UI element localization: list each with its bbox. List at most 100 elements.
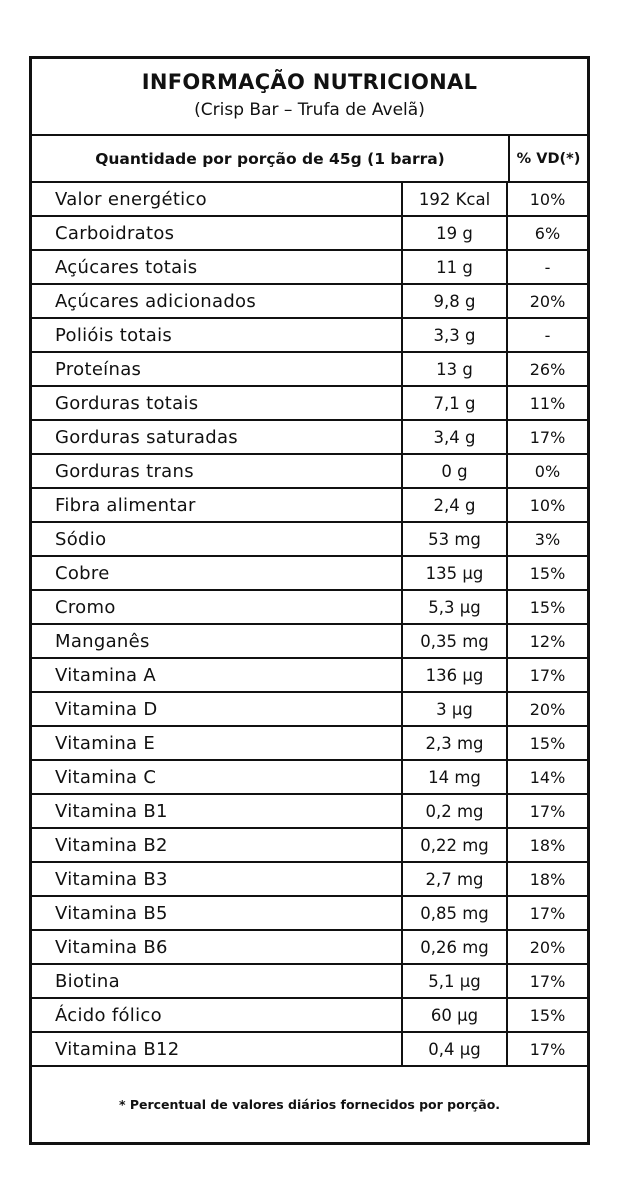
nutrient-daily-value: 3% [534, 529, 561, 549]
nutrient-quantity: 5,1 µg [403, 965, 508, 997]
nutrient-quantity: 14 mg [403, 761, 508, 793]
table-row: Vitamina E 2,3 mg 15% [32, 727, 587, 761]
table-row: Manganês 0,35 mg 12% [32, 625, 587, 659]
table-row: Proteínas 13 g 26% [32, 353, 587, 387]
nutrient-name: Vitamina B3 [32, 863, 403, 895]
title-block: INFORMAÇÃO NUTRICIONAL (Crisp Bar – Truf… [32, 59, 587, 136]
table-row: Vitamina C 14 mg 14% [32, 761, 587, 795]
nutrient-rows: Valor energético 192 Kcal 10% Carboidratos 1… [32, 183, 587, 1067]
table-row: Vitamina B2 0,22 mg 18% [32, 829, 587, 863]
nutrient-name: Fibra alimentar [32, 489, 403, 521]
nutrient-daily-value: 12% [529, 631, 566, 651]
nutrient-name: Gorduras trans [32, 455, 403, 487]
nutrient-quantity: 2,7 mg [403, 863, 508, 895]
nutrient-daily-value: 0% [534, 461, 561, 481]
nutrient-daily-value: 10% [529, 495, 566, 515]
nutrient-quantity: 11 g [403, 251, 508, 283]
nutrient-name: Cobre [32, 557, 403, 589]
table-row: Vitamina B6 0,26 mg 20% [32, 931, 587, 965]
nutrient-quantity: 3 µg [403, 693, 508, 725]
nutrient-quantity: 3,4 g [403, 421, 508, 453]
nutrient-name: Vitamina B1 [32, 795, 403, 827]
table-row: Fibra alimentar 2,4 g 10% [32, 489, 587, 523]
nutrient-quantity: 7,1 g [403, 387, 508, 419]
nutrient-quantity: 0,85 mg [403, 897, 508, 929]
nutrient-name: Carboidratos [32, 217, 403, 249]
table-row: Gorduras saturadas 3,4 g 17% [32, 421, 587, 455]
nutrient-name: Açúcares totais [32, 251, 403, 283]
table-row: Açúcares adicionados 9,8 g 20% [32, 285, 587, 319]
nutrient-quantity: 0 g [403, 455, 508, 487]
table-row: Polióis totais 3,3 g - [32, 319, 587, 353]
table-row: Cobre 135 µg 15% [32, 557, 587, 591]
table-row: Gorduras trans 0 g 0% [32, 455, 587, 489]
nutrient-daily-value: 17% [529, 427, 566, 447]
nutrient-name: Vitamina B6 [32, 931, 403, 963]
nutrient-name: Vitamina B12 [32, 1033, 403, 1065]
nutrient-daily-value: 15% [529, 563, 566, 583]
nutrient-daily-value: 15% [529, 733, 566, 753]
nutrient-name: Ácido fólico [32, 999, 403, 1031]
nutrient-daily-value: 17% [529, 665, 566, 685]
nutrient-quantity: 0,35 mg [403, 625, 508, 657]
panel-title: INFORMAÇÃO NUTRICIONAL [141, 70, 478, 94]
nutrient-daily-value: 20% [529, 937, 566, 957]
table-row: Vitamina B5 0,85 mg 17% [32, 897, 587, 931]
nutrient-quantity: 5,3 µg [403, 591, 508, 623]
table-row: Vitamina A 136 µg 17% [32, 659, 587, 693]
table-row: Cromo 5,3 µg 15% [32, 591, 587, 625]
nutrient-quantity: 2,3 mg [403, 727, 508, 759]
nutrient-name: Vitamina B5 [32, 897, 403, 929]
table-row: Biotina 5,1 µg 17% [32, 965, 587, 999]
nutrient-quantity: 0,4 µg [403, 1033, 508, 1065]
nutrient-quantity: 0,22 mg [403, 829, 508, 861]
nutrient-quantity: 13 g [403, 353, 508, 385]
nutrient-daily-value: 10% [529, 189, 566, 209]
nutrient-daily-value: 17% [529, 903, 566, 923]
nutrient-quantity: 19 g [403, 217, 508, 249]
nutrient-quantity: 0,26 mg [403, 931, 508, 963]
nutrient-name: Gorduras totais [32, 387, 403, 419]
nutrient-quantity: 2,4 g [403, 489, 508, 521]
nutrient-daily-value: 20% [529, 699, 566, 719]
footnote: * Percentual de valores diários fornecid… [118, 1096, 501, 1112]
nutrient-daily-value: 11% [529, 393, 566, 413]
nutrient-daily-value: 15% [529, 1005, 566, 1025]
nutrient-daily-value: 6% [534, 223, 561, 243]
nutrient-name: Açúcares adicionados [32, 285, 403, 317]
nutrient-daily-value: - [544, 325, 551, 345]
nutrient-daily-value: 17% [529, 801, 566, 821]
nutrient-daily-value: 14% [529, 767, 566, 787]
nutrient-daily-value: 15% [529, 597, 566, 617]
table-row: Sódio 53 mg 3% [32, 523, 587, 557]
nutrient-quantity: 0,2 mg [403, 795, 508, 827]
header-row: Quantidade por porção de 45g (1 barra) %… [32, 136, 587, 183]
nutrient-name: Gorduras saturadas [32, 421, 403, 453]
table-row: Carboidratos 19 g 6% [32, 217, 587, 251]
nutrient-quantity: 3,3 g [403, 319, 508, 351]
table-row: Vitamina B3 2,7 mg 18% [32, 863, 587, 897]
table-row: Gorduras totais 7,1 g 11% [32, 387, 587, 421]
table-row: Ácido fólico 60 µg 15% [32, 999, 587, 1033]
nutrient-quantity: 135 µg [403, 557, 508, 589]
nutrition-facts-panel: INFORMAÇÃO NUTRICIONAL (Crisp Bar – Truf… [29, 56, 590, 1145]
nutrient-name: Vitamina B2 [32, 829, 403, 861]
nutrient-name: Cromo [32, 591, 403, 623]
nutrient-name: Vitamina C [32, 761, 403, 793]
nutrient-quantity: 9,8 g [403, 285, 508, 317]
daily-value-header: % VD(*) [516, 150, 581, 167]
serving-size-label: Quantidade por porção de 45g (1 barra) [32, 136, 510, 181]
nutrient-daily-value: 26% [529, 359, 566, 379]
table-row: Vitamina B12 0,4 µg 17% [32, 1033, 587, 1067]
panel-subtitle: (Crisp Bar – Trufa de Avelã) [194, 100, 425, 120]
nutrient-name: Vitamina E [32, 727, 403, 759]
nutrient-quantity: 192 Kcal [403, 183, 508, 215]
nutrient-daily-value: 18% [529, 869, 566, 889]
nutrient-name: Manganês [32, 625, 403, 657]
nutrient-quantity: 136 µg [403, 659, 508, 691]
nutrient-quantity: 60 µg [403, 999, 508, 1031]
nutrient-name: Polióis totais [32, 319, 403, 351]
nutrient-name: Sódio [32, 523, 403, 555]
table-row: Vitamina B1 0,2 mg 17% [32, 795, 587, 829]
